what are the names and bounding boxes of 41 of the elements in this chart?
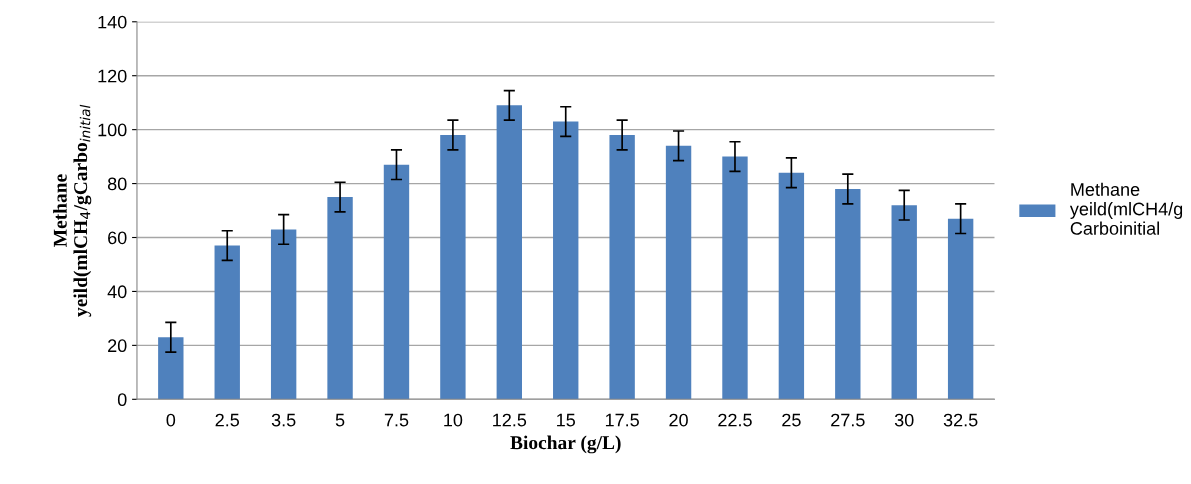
y-axis-title: Methane yeild(mlCH$_{4}$/gCarbo$_{initial}$ [53, 104, 92, 317]
x-tick-label: 0 [166, 413, 176, 427]
x-tick-label: 17.5 [605, 413, 639, 427]
bar [553, 121, 579, 400]
y-tick-label: 140 [98, 15, 127, 29]
bar [722, 156, 748, 400]
bar [440, 135, 466, 400]
y-tick-label: 0 [117, 393, 127, 407]
bar [158, 337, 184, 400]
bar [496, 105, 522, 400]
y-tick-label: 80 [107, 177, 127, 191]
bar [947, 218, 974, 400]
bar [665, 145, 692, 400]
bar [327, 197, 353, 400]
bar [891, 205, 917, 400]
bar [609, 135, 635, 400]
bar [270, 229, 297, 400]
legend-label: Methane yeild(mlCH4/g Carboinitial [1069, 182, 1183, 235]
x-tick-label: 2.5 [215, 413, 240, 427]
x-axis-title: Biochar (g/L) [510, 435, 621, 454]
bar [383, 164, 410, 400]
x-tick-label: 32.5 [943, 413, 978, 427]
y-tick-label: 40 [107, 285, 127, 299]
x-tick-label: 30 [894, 413, 914, 427]
x-tick-label: 7.5 [384, 413, 409, 427]
x-tick-label: 12.5 [493, 413, 527, 427]
x-tick-label: 15 [557, 413, 576, 427]
y-tick-label: 100 [98, 123, 127, 137]
x-tick-label: 25 [782, 413, 801, 427]
bar [214, 245, 240, 400]
x-tick-label: 3.5 [271, 413, 296, 427]
y-tick-label: 120 [98, 69, 127, 83]
bar [835, 188, 861, 400]
y-tick-label: 20 [108, 339, 127, 353]
x-tick-label: 20 [669, 413, 688, 427]
x-tick-label: 10 [444, 413, 463, 427]
y-tick-label: 60 [108, 231, 127, 245]
x-tick-label: 5 [335, 413, 345, 427]
x-tick-label: 22.5 [718, 413, 752, 427]
x-tick-label: 27.5 [831, 413, 865, 427]
bar [778, 172, 805, 400]
